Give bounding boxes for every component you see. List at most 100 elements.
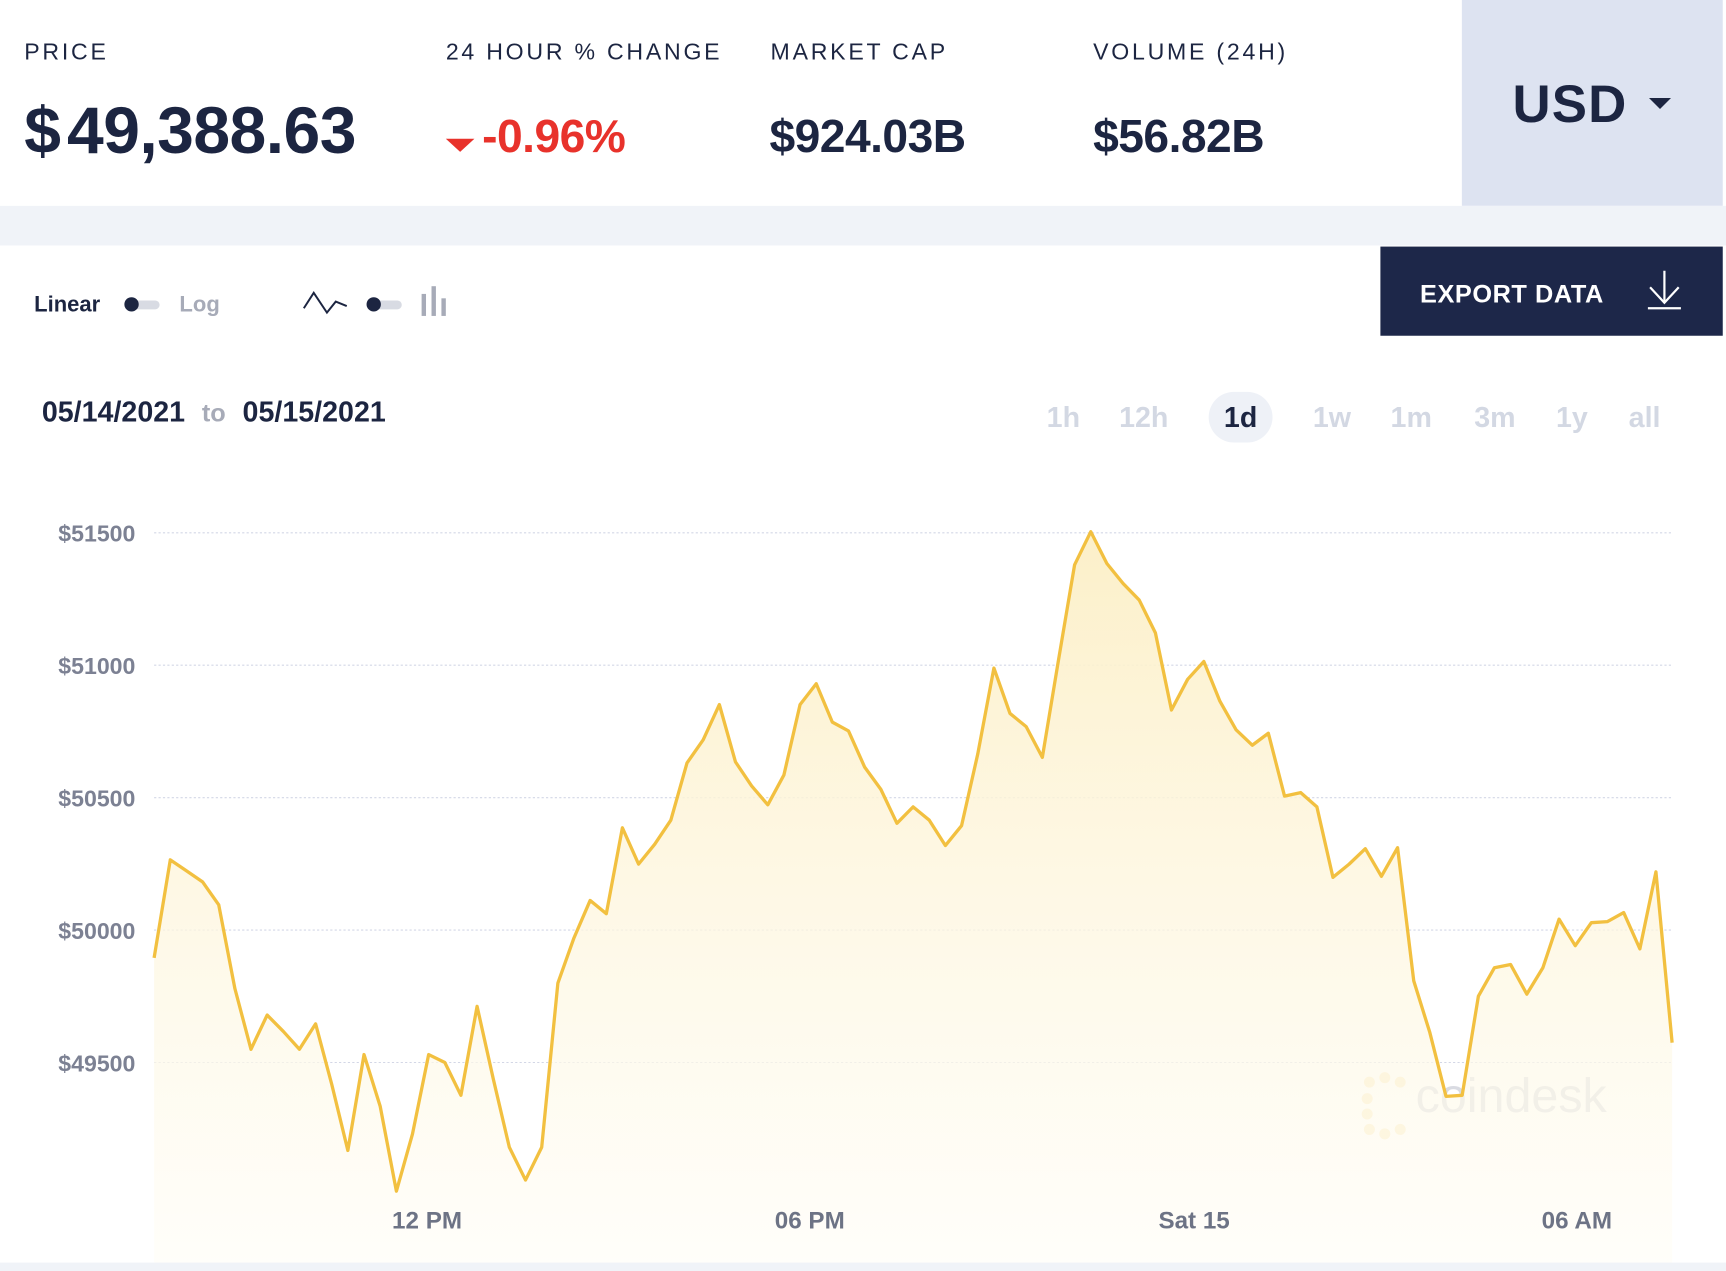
data-point[interactable] [390, 1185, 403, 1198]
data-point[interactable] [1649, 865, 1662, 878]
data-point[interactable] [1633, 942, 1646, 955]
data-point[interactable] [713, 698, 726, 711]
data-point[interactable] [1020, 720, 1033, 733]
data-point[interactable] [971, 748, 984, 761]
range-12h[interactable]: 12h [1119, 400, 1169, 434]
data-point[interactable] [519, 1173, 532, 1186]
data-point[interactable] [826, 716, 839, 729]
data-point[interactable] [842, 724, 855, 737]
data-point[interactable] [1375, 870, 1388, 883]
data-point[interactable] [1052, 654, 1065, 667]
scale-toggle[interactable] [124, 297, 160, 312]
data-point[interactable] [1278, 789, 1291, 802]
chart-type-toggle[interactable] [366, 297, 402, 312]
export-data-button[interactable]: EXPORT DATA [1380, 246, 1723, 336]
data-point[interactable] [1003, 707, 1016, 720]
data-point[interactable] [1084, 525, 1097, 538]
data-point[interactable] [1262, 727, 1275, 740]
range-1y[interactable]: 1y [1556, 400, 1588, 434]
data-point[interactable] [632, 858, 645, 871]
data-point[interactable] [761, 798, 774, 811]
data-point[interactable] [244, 1043, 257, 1056]
data-point[interactable] [600, 907, 613, 920]
data-point[interactable] [1036, 751, 1049, 764]
data-point[interactable] [293, 1043, 306, 1056]
range-all[interactable]: all [1628, 400, 1661, 434]
data-point[interactable] [1116, 577, 1129, 590]
data-point[interactable] [1536, 961, 1549, 974]
data-point[interactable] [357, 1048, 370, 1061]
data-point[interactable] [567, 931, 580, 944]
data-point[interactable] [680, 756, 693, 769]
range-3m[interactable]: 3m [1474, 400, 1516, 434]
data-point[interactable] [1100, 557, 1113, 570]
currency-selector[interactable]: USD [1461, 0, 1723, 206]
data-point[interactable] [1504, 958, 1517, 971]
data-point[interactable] [1359, 842, 1372, 855]
data-point[interactable] [777, 769, 790, 782]
data-point[interactable] [987, 662, 1000, 675]
data-point[interactable] [503, 1141, 516, 1154]
data-point[interactable] [1585, 916, 1598, 929]
data-point[interactable] [1246, 739, 1259, 752]
data-point[interactable] [180, 864, 193, 877]
range-1w[interactable]: 1w [1312, 400, 1352, 434]
data-point[interactable] [277, 1025, 290, 1038]
data-point[interactable] [1181, 673, 1194, 686]
data-point[interactable] [745, 779, 758, 792]
data-point[interactable] [939, 839, 952, 852]
data-point[interactable] [470, 1000, 483, 1013]
data-point[interactable] [406, 1127, 419, 1140]
data-point[interactable] [1520, 988, 1533, 1001]
data-point[interactable] [1068, 558, 1081, 571]
date-to[interactable]: 05/15/2021 [242, 395, 386, 429]
data-point[interactable] [551, 976, 564, 989]
data-point[interactable] [1213, 695, 1226, 708]
range-1m[interactable]: 1m [1390, 400, 1432, 434]
data-point[interactable] [212, 898, 225, 911]
data-point[interactable] [1601, 915, 1614, 928]
data-point[interactable] [1294, 786, 1307, 799]
data-point[interactable] [1133, 593, 1146, 606]
data-point[interactable] [309, 1017, 322, 1030]
date-from[interactable]: 05/14/2021 [41, 395, 186, 429]
data-point[interactable] [874, 783, 887, 796]
data-point[interactable] [923, 814, 936, 827]
data-point[interactable] [616, 821, 629, 834]
data-point[interactable] [1310, 800, 1323, 813]
data-point[interactable] [422, 1048, 435, 1061]
data-point[interactable] [196, 875, 209, 888]
data-point[interactable] [1569, 939, 1582, 952]
data-point[interactable] [1149, 626, 1162, 639]
data-point[interactable] [261, 1008, 274, 1021]
data-point[interactable] [697, 733, 710, 746]
data-point[interactable] [1552, 913, 1565, 926]
range-1h[interactable]: 1h [1046, 400, 1081, 434]
data-point[interactable] [1423, 1026, 1436, 1039]
data-point[interactable] [1472, 990, 1485, 1003]
data-point[interactable] [1666, 1036, 1679, 1049]
data-point[interactable] [584, 894, 597, 907]
data-point[interactable] [648, 838, 661, 851]
linear-label[interactable]: Linear [34, 292, 101, 318]
data-point[interactable] [1407, 974, 1420, 987]
data-point[interactable] [487, 1072, 500, 1085]
data-point[interactable] [1165, 703, 1178, 716]
log-label[interactable]: Log [179, 292, 220, 318]
line-chart-icon[interactable] [302, 288, 349, 317]
data-point[interactable] [1439, 1090, 1452, 1103]
data-point[interactable] [438, 1056, 451, 1069]
data-point[interactable] [164, 853, 177, 866]
data-point[interactable] [535, 1141, 548, 1154]
data-point[interactable] [858, 761, 871, 774]
bar-chart-icon[interactable] [421, 285, 452, 318]
data-point[interactable] [955, 819, 968, 832]
data-point[interactable] [907, 800, 920, 813]
data-point[interactable] [1229, 723, 1242, 736]
data-point[interactable] [374, 1100, 387, 1113]
range-1d[interactable]: 1d [1223, 400, 1258, 434]
data-point[interactable] [1488, 961, 1501, 974]
data-point[interactable] [1197, 655, 1210, 668]
data-point[interactable] [148, 951, 161, 964]
data-point[interactable] [325, 1078, 338, 1091]
